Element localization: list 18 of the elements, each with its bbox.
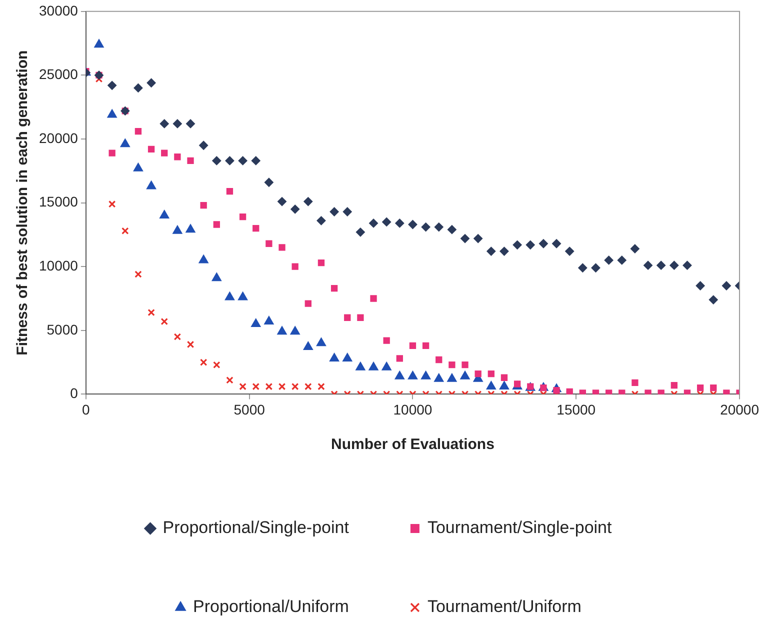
legend-label: Tournament/Uniform bbox=[427, 597, 582, 616]
y-tick-label: 10000 bbox=[38, 257, 78, 274]
x-tick-label: 10000 bbox=[393, 401, 432, 418]
legend-label: Tournament/Single-point bbox=[427, 518, 612, 538]
y-tick-label: 20000 bbox=[38, 130, 78, 146]
legend-label: Proportional/Single-point bbox=[162, 518, 350, 538]
y-tick-label: 15000 bbox=[38, 194, 78, 210]
y-tick-label: 30000 bbox=[38, 2, 78, 18]
y-tick-label: 25000 bbox=[38, 66, 78, 82]
x-tick-label: 20000 bbox=[720, 401, 760, 418]
x-axis-title: Number of Evaluations bbox=[331, 436, 494, 454]
x-tick-label: 5000 bbox=[234, 401, 266, 418]
y-tick-label: 0 bbox=[70, 385, 78, 402]
y-tick-label: 5000 bbox=[46, 321, 78, 338]
x-tick-label: 15000 bbox=[556, 401, 596, 418]
legend-label: Proportional/Uniform bbox=[193, 597, 349, 616]
y-axis-title: Fitness of best solution in each generation bbox=[14, 50, 32, 356]
x-tick-label: 0 bbox=[82, 401, 90, 418]
